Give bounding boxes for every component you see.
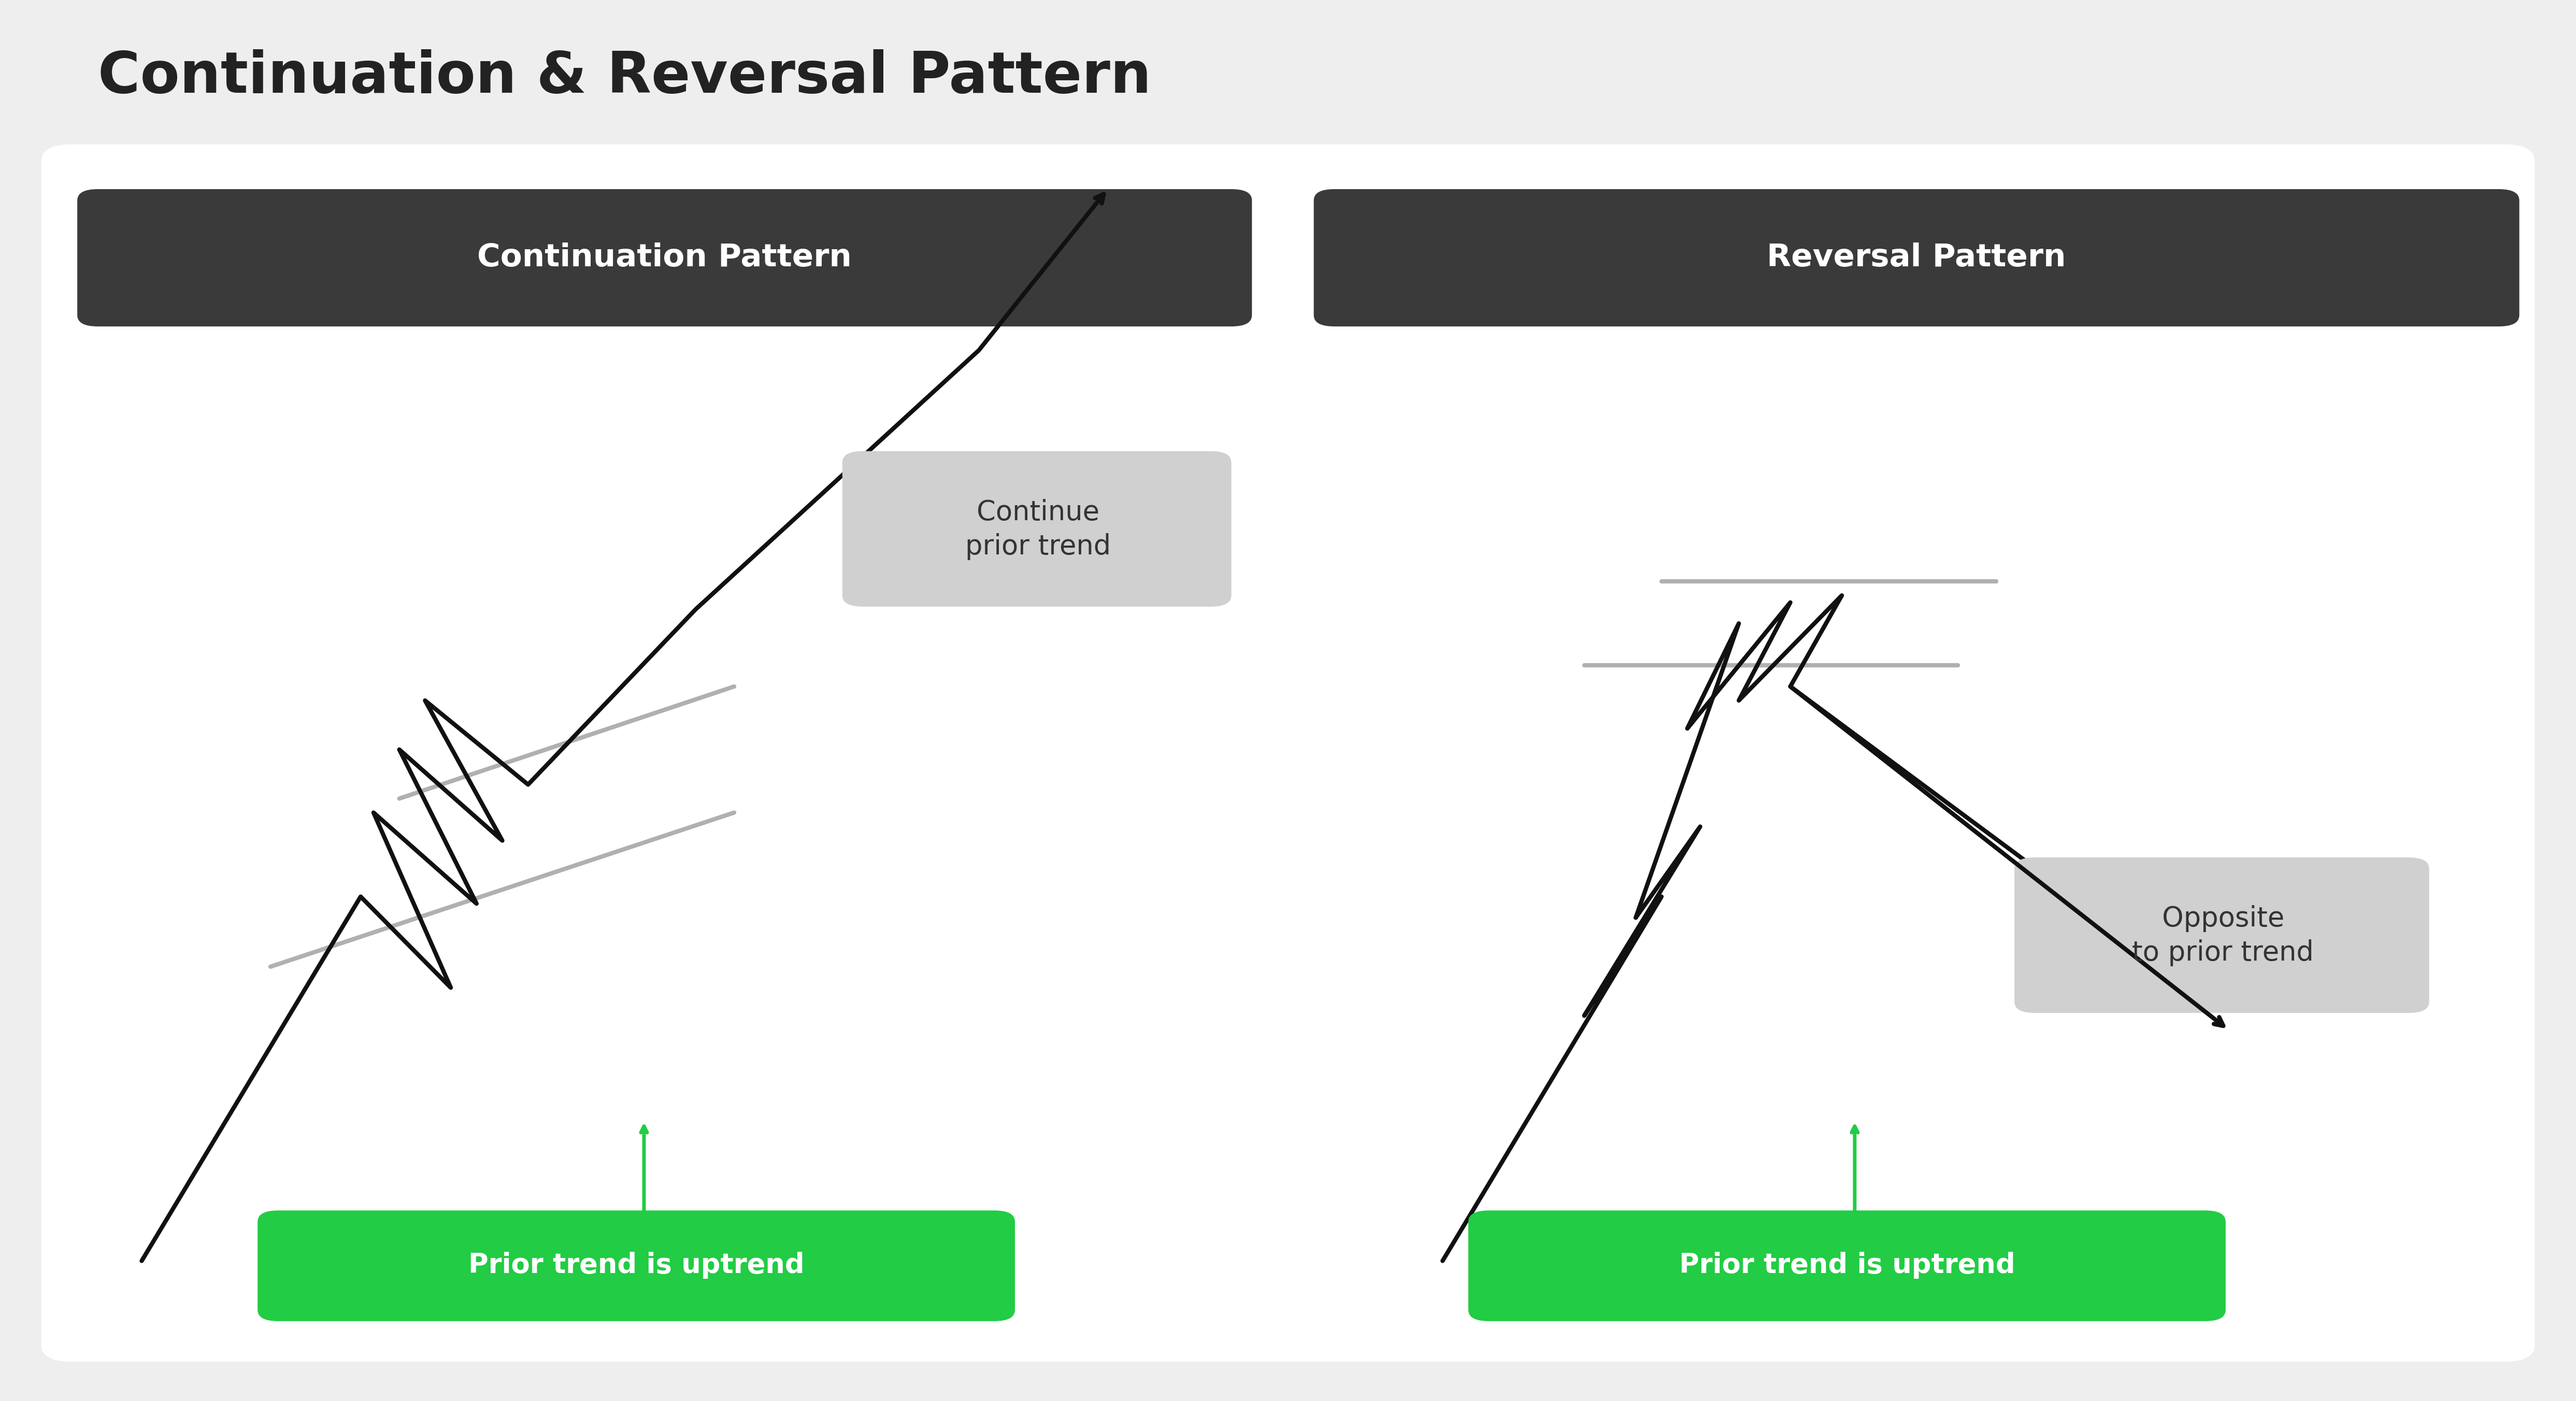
Text: Prior trend is uptrend: Prior trend is uptrend <box>1680 1251 2014 1279</box>
Text: Opposite
to prior trend: Opposite to prior trend <box>2133 905 2313 967</box>
Text: Prior trend is uptrend: Prior trend is uptrend <box>469 1251 804 1279</box>
FancyBboxPatch shape <box>1468 1210 2226 1321</box>
FancyBboxPatch shape <box>2014 857 2429 1013</box>
FancyBboxPatch shape <box>842 451 1231 607</box>
Text: Continue
prior trend: Continue prior trend <box>966 499 1110 560</box>
FancyBboxPatch shape <box>258 1210 1015 1321</box>
FancyBboxPatch shape <box>77 189 1252 326</box>
Text: Continuation & Reversal Pattern: Continuation & Reversal Pattern <box>98 49 1151 105</box>
FancyBboxPatch shape <box>1314 189 2519 326</box>
Text: Reversal Pattern: Reversal Pattern <box>1767 242 2066 273</box>
Text: Continuation Pattern: Continuation Pattern <box>477 242 853 273</box>
FancyBboxPatch shape <box>41 144 2535 1362</box>
